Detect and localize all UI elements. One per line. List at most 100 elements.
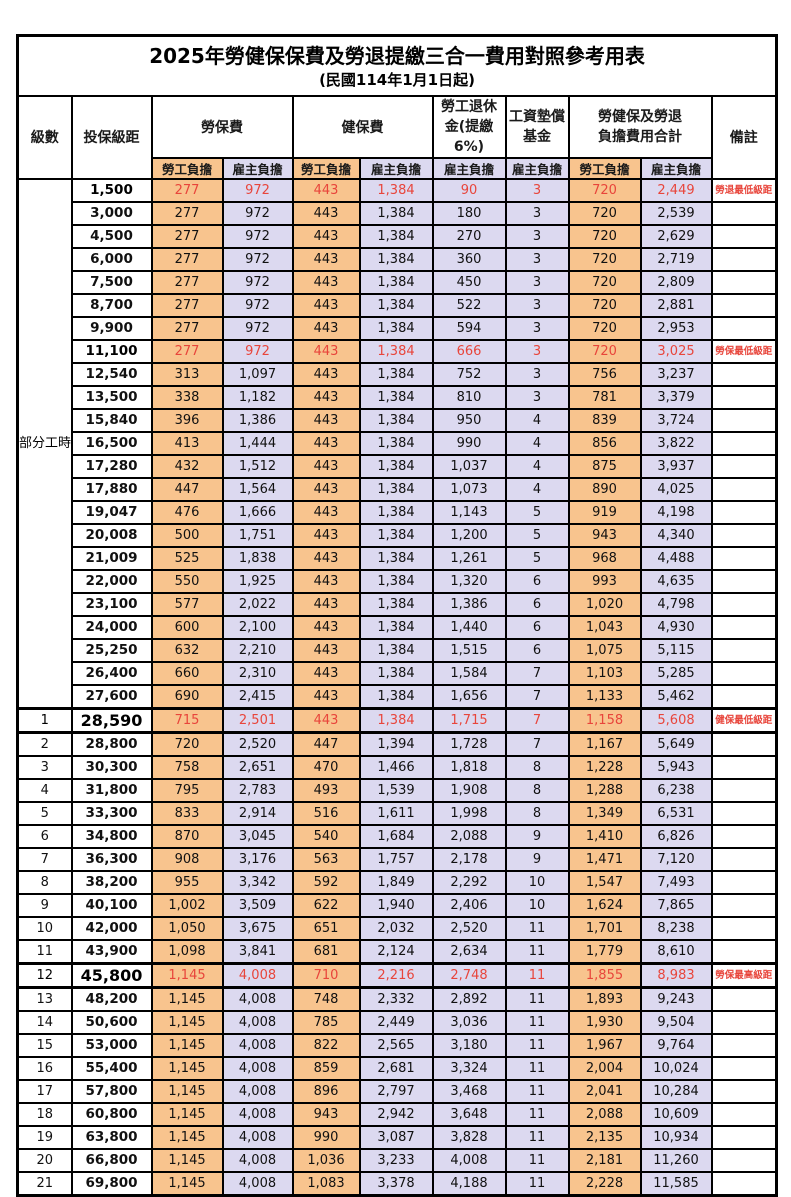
labor-employee-cell: 1,145 xyxy=(150,986,224,1013)
fund-employer-cell: 9 xyxy=(504,824,570,850)
table-row: 26,400 660 2,310 443 1,384 1,584 7 1,103… xyxy=(18,661,778,687)
bracket-cell: 69,800 xyxy=(70,1171,153,1197)
fund-employer-cell: 11 xyxy=(504,1056,570,1082)
table-row: 5 33,300 833 2,914 516 1,611 1,998 8 1,3… xyxy=(16,801,778,827)
note-cell xyxy=(710,661,778,687)
total-employee-cell: 1,349 xyxy=(567,801,642,827)
level-cell: 4 xyxy=(16,778,73,804)
labor-employee-cell: 413 xyxy=(150,431,224,457)
level-cell: 8 xyxy=(16,870,73,896)
total-employer-cell: 11,260 xyxy=(639,1148,713,1174)
total-employee-cell: 839 xyxy=(567,408,642,434)
health-employer-cell: 3,233 xyxy=(358,1148,434,1174)
health-employer-cell: 2,332 xyxy=(358,986,434,1013)
health-employer-cell: 1,757 xyxy=(358,847,434,873)
total-employee-cell: 1,228 xyxy=(567,755,642,781)
pension-employer-cell: 990 xyxy=(431,431,507,457)
bracket-cell: 28,800 xyxy=(70,731,153,758)
total-employer-cell: 2,719 xyxy=(639,247,713,273)
note-cell xyxy=(710,684,778,710)
note-cell xyxy=(710,316,778,342)
labor-employer-cell: 2,100 xyxy=(221,615,294,641)
bracket-cell: 57,800 xyxy=(70,1079,153,1105)
health-employee-cell: 681 xyxy=(291,939,361,965)
col-header-level: 級數 xyxy=(16,94,73,181)
total-employee-cell: 919 xyxy=(567,500,642,526)
health-employee-cell: 443 xyxy=(291,546,361,572)
pension-employer-cell: 666 xyxy=(431,339,507,365)
health-employee-cell: 493 xyxy=(291,778,361,804)
total-employee-cell: 1,855 xyxy=(567,962,642,990)
total-employee-cell: 1,410 xyxy=(567,824,642,850)
fund-employer-cell: 3 xyxy=(504,201,570,227)
total-employer-cell: 3,937 xyxy=(639,454,713,480)
labor-employee-cell: 1,002 xyxy=(150,893,224,919)
labor-employee-cell: 277 xyxy=(150,178,224,204)
labor-employee-cell: 795 xyxy=(150,778,224,804)
level-cell: 17 xyxy=(16,1079,73,1105)
health-employee-cell: 710 xyxy=(291,962,361,990)
fund-employer-cell: 11 xyxy=(504,1171,570,1197)
labor-employer-cell: 4,008 xyxy=(221,1033,294,1059)
col-header-note: 備註 xyxy=(710,94,778,181)
health-employer-cell: 1,384 xyxy=(358,408,434,434)
table-row: 23,100 577 2,022 443 1,384 1,386 6 1,020… xyxy=(18,592,778,618)
labor-employer-cell: 972 xyxy=(221,178,294,204)
pension-employer-cell: 1,386 xyxy=(431,592,507,618)
pension-employer-cell: 1,908 xyxy=(431,778,507,804)
pension-employer-cell: 1,584 xyxy=(431,661,507,687)
table-row: 22,000 550 1,925 443 1,384 1,320 6 993 4… xyxy=(18,569,778,595)
total-employer-cell: 5,115 xyxy=(639,638,713,664)
total-employee-cell: 720 xyxy=(567,247,642,273)
table-row: 11,100 277 972 443 1,384 666 3 720 3,025… xyxy=(18,339,778,365)
total-employer-cell: 8,238 xyxy=(639,916,713,942)
total-employee-cell: 720 xyxy=(567,224,642,250)
total-employer-cell: 6,238 xyxy=(639,778,713,804)
labor-employee-cell: 1,145 xyxy=(150,1079,224,1105)
health-employer-cell: 2,124 xyxy=(358,939,434,965)
labor-employer-cell: 4,008 xyxy=(221,1056,294,1082)
total-employee-cell: 756 xyxy=(567,362,642,388)
bracket-cell: 43,900 xyxy=(70,939,153,965)
fund-employer-cell: 11 xyxy=(504,939,570,965)
labor-employer-cell: 972 xyxy=(221,201,294,227)
pension-employer-cell: 2,178 xyxy=(431,847,507,873)
total-employee-cell: 1,133 xyxy=(567,684,642,710)
bracket-cell: 12,540 xyxy=(70,362,153,388)
fund-employer-cell: 6 xyxy=(504,615,570,641)
fund-employer-cell: 3 xyxy=(504,247,570,273)
total-employer-cell: 9,504 xyxy=(639,1010,713,1036)
table-row: 10 42,000 1,050 3,675 651 2,032 2,520 11… xyxy=(16,916,778,942)
fund-employer-cell: 3 xyxy=(504,385,570,411)
pension-employer-cell: 4,188 xyxy=(431,1171,507,1197)
note-cell: 健保最低級距 xyxy=(710,707,778,735)
health-employer-cell: 1,384 xyxy=(358,178,434,204)
total-employee-cell: 1,020 xyxy=(567,592,642,618)
labor-employee-cell: 476 xyxy=(150,500,224,526)
health-employee-cell: 443 xyxy=(291,178,361,204)
fund-employer-cell: 3 xyxy=(504,362,570,388)
pension-employer-cell: 1,143 xyxy=(431,500,507,526)
labor-employee-cell: 720 xyxy=(150,731,224,758)
bracket-cell: 40,100 xyxy=(70,893,153,919)
health-employer-cell: 1,384 xyxy=(358,592,434,618)
labor-employee-cell: 1,145 xyxy=(150,1171,224,1197)
labor-employee-cell: 870 xyxy=(150,824,224,850)
bracket-cell: 3,000 xyxy=(70,201,153,227)
total-employer-cell: 8,983 xyxy=(639,962,713,990)
bracket-cell: 15,840 xyxy=(70,408,153,434)
health-employee-cell: 443 xyxy=(291,661,361,687)
note-cell xyxy=(710,916,778,942)
labor-employer-cell: 972 xyxy=(221,339,294,365)
health-employee-cell: 748 xyxy=(291,986,361,1013)
health-employee-cell: 443 xyxy=(291,270,361,296)
fund-employer-cell: 10 xyxy=(504,870,570,896)
total-employer-cell: 10,024 xyxy=(639,1056,713,1082)
health-employee-cell: 651 xyxy=(291,916,361,942)
health-employee-cell: 990 xyxy=(291,1125,361,1151)
labor-employer-cell: 2,022 xyxy=(221,592,294,618)
total-employer-cell: 2,449 xyxy=(639,178,713,204)
health-employee-cell: 443 xyxy=(291,201,361,227)
subheader-labor-employer: 雇主負擔 xyxy=(221,157,294,181)
total-employer-cell: 5,943 xyxy=(639,755,713,781)
